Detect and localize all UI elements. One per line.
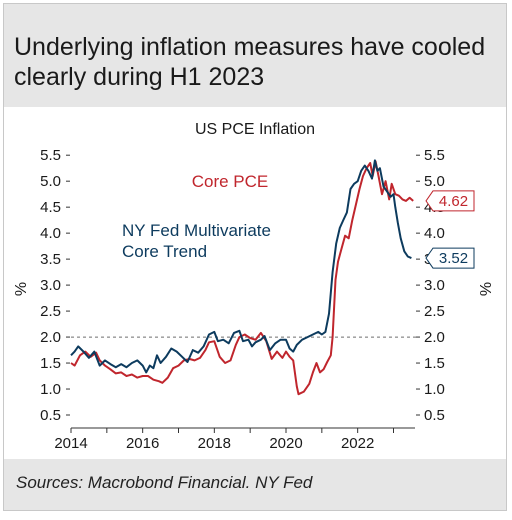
y-tick-label-right: 5.5 — [424, 147, 445, 164]
y-axis-label-right: % — [478, 282, 495, 296]
pce-chart: US PCE Inflation 0.5 1.0 1.5 2.0 2.5 3.0 3.5 4.… — [13, 121, 495, 452]
y-axis-label-left: % — [13, 282, 30, 296]
series-line-ny-fed — [70, 159, 412, 374]
x-tick-label: 2022 — [341, 435, 374, 452]
y-tick-label-left: 5.0 — [40, 173, 61, 190]
y-tick-label-right: 0.5 — [424, 407, 445, 424]
y-tick-label-left: 1.5 — [40, 355, 61, 372]
series-label-ny-fed-line2: Core Trend — [122, 242, 207, 261]
y-tick-label-right: 3.0 — [424, 277, 445, 294]
y-tick-label-right: 4.0 — [424, 225, 445, 242]
y-tick-label-left: 4.5 — [40, 199, 61, 216]
x-axis: 2014 2016 2018 2020 2022 — [54, 427, 415, 452]
y-tick-label-left: 1.0 — [40, 381, 61, 398]
series-line-core-pce — [70, 160, 414, 396]
end-value-callout-ny-fed: 3.52 — [425, 247, 475, 269]
end-value-core-pce: 4.62 — [439, 193, 468, 210]
source-note: Sources: Macrobond Financial. NY Fed — [16, 473, 313, 492]
y-tick-label-right: 1.5 — [424, 355, 445, 372]
y-tick-label-right: 5.0 — [424, 173, 445, 190]
y-axis-right: 0.51.01.52.02.53.03.54.04.55.05.5 — [416, 147, 445, 424]
series-label-ny-fed-line1: NY Fed Multivariate — [122, 221, 271, 240]
y-tick-label-right: 1.0 — [424, 381, 445, 398]
end-value-ny-fed: 3.52 — [439, 250, 468, 267]
y-tick-label-left: 2.0 — [40, 329, 61, 346]
x-tick-label: 2014 — [54, 435, 87, 452]
series-label-core-pce: Core PCE — [192, 172, 269, 191]
x-tick-label: 2016 — [126, 435, 159, 452]
end-value-callout-core-pce: 4.62 — [425, 190, 475, 212]
footer-band: Sources: Macrobond Financial. NY Fed — [4, 459, 506, 510]
x-tick-label: 2018 — [198, 435, 231, 452]
y-tick-label-left: 5.5 — [40, 147, 61, 164]
chart-title: US PCE Inflation — [195, 121, 315, 138]
y-axis-left: 0.5 1.0 1.5 2.0 2.5 3.0 3.5 4.0 4.5 5.0 5.5 — [40, 147, 70, 424]
y-tick-label-left: 3.0 — [40, 277, 61, 294]
y-tick-label-left: 0.5 — [40, 407, 61, 424]
chart-frame: Underlying inflation measures have coole… — [3, 3, 507, 511]
y-tick-label-left: 3.5 — [40, 251, 61, 268]
x-tick-label: 2020 — [269, 435, 302, 452]
y-tick-label-right: 2.5 — [424, 303, 445, 320]
y-tick-label-left: 2.5 — [40, 303, 61, 320]
header-band: Underlying inflation measures have coole… — [4, 4, 506, 107]
headline: Underlying inflation measures have coole… — [14, 33, 486, 91]
y-tick-label-right: 2.0 — [424, 329, 445, 346]
y-tick-label-left: 4.0 — [40, 225, 61, 242]
